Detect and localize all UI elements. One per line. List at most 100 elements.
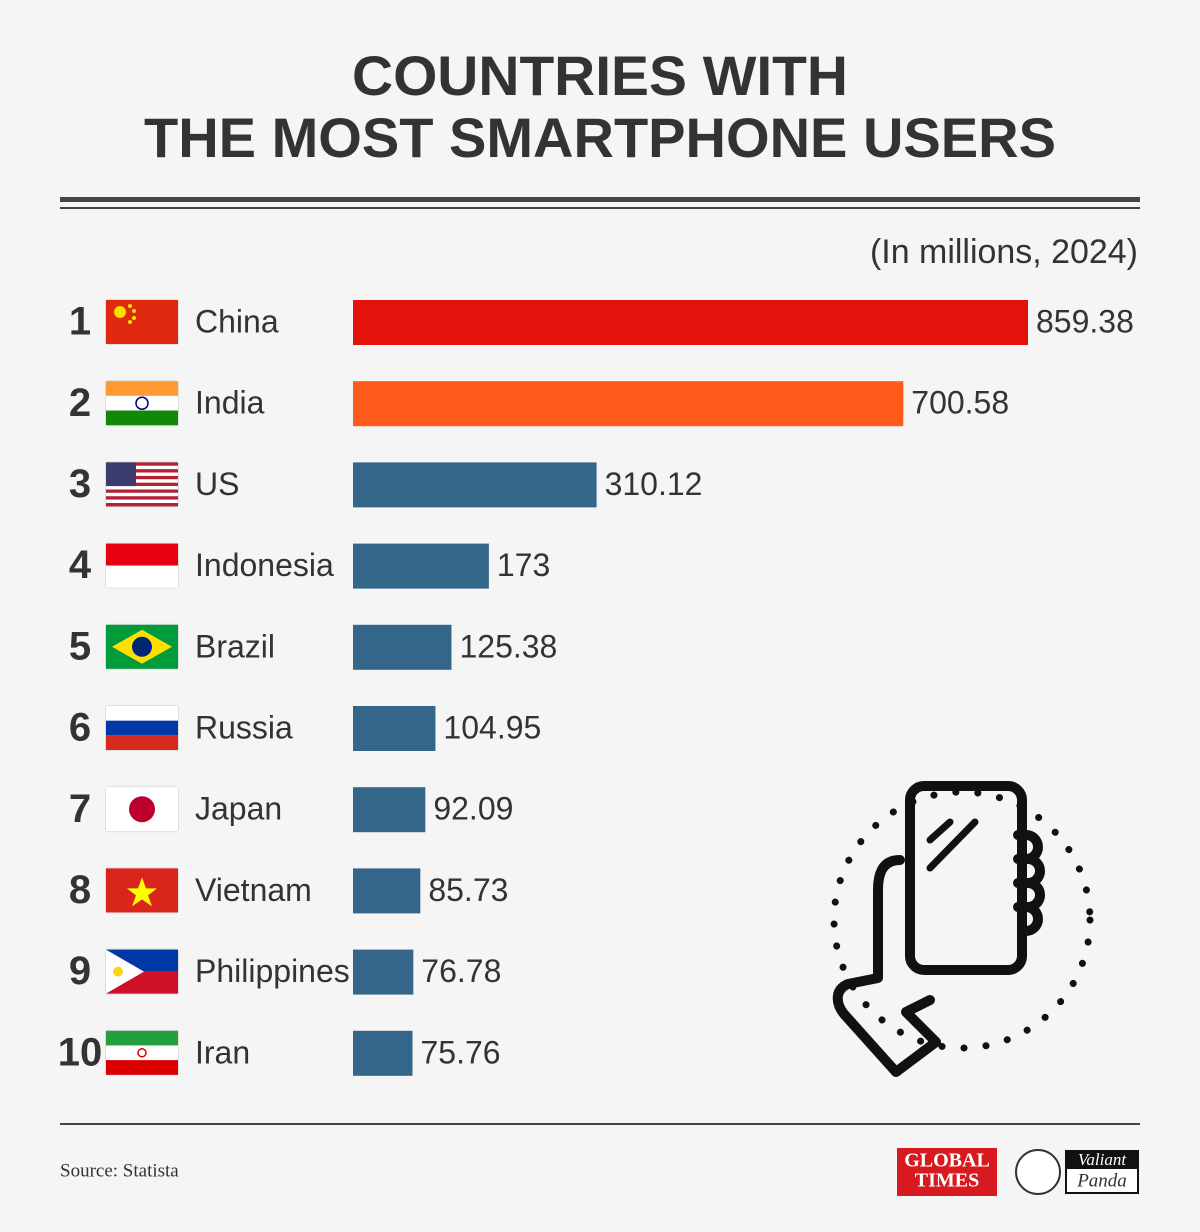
flag-part	[106, 410, 178, 426]
flag-part	[106, 469, 178, 473]
category-label: India	[195, 385, 265, 421]
flag-part	[106, 565, 178, 588]
rank: 3	[69, 462, 91, 506]
bar	[353, 543, 489, 589]
value-label: 310.12	[605, 466, 703, 502]
flag	[105, 867, 179, 914]
category-label: Brazil	[195, 628, 275, 664]
flag	[105, 1029, 179, 1076]
logo	[897, 1148, 997, 1196]
flag-part	[106, 465, 178, 470]
flag	[105, 623, 179, 670]
flag	[105, 380, 179, 427]
category-label: Japan	[195, 791, 282, 827]
flag-part	[106, 479, 178, 483]
logo-panda	[1015, 1149, 1061, 1195]
flag-part	[106, 475, 178, 480]
category-label: Philippines	[195, 953, 350, 989]
rank: 6	[69, 706, 91, 750]
flag-part	[106, 1045, 178, 1061]
category-label: Indonesia	[195, 547, 334, 583]
rank: 9	[69, 949, 91, 993]
rule	[60, 1123, 1140, 1125]
flag	[105, 786, 179, 833]
category-label: US	[195, 466, 239, 502]
value-label: 85.73	[428, 872, 508, 908]
flag-part	[132, 636, 152, 657]
rule	[60, 207, 1140, 209]
flag-part	[106, 489, 178, 493]
bar	[353, 706, 436, 751]
flag-part	[132, 316, 136, 320]
flag-part	[106, 381, 178, 396]
subtitle: (In millions, 2024)	[870, 233, 1138, 271]
rank: 2	[69, 381, 91, 425]
flag-part	[106, 735, 178, 750]
flag-part	[106, 462, 178, 466]
flag-part	[128, 320, 132, 324]
flag-part	[106, 543, 178, 566]
category-label: China	[195, 303, 279, 339]
rank: 10	[58, 1030, 103, 1074]
logo-text: GLOBAL	[904, 1150, 990, 1172]
rule	[60, 197, 1140, 202]
value-label: 92.09	[433, 791, 513, 827]
flag-part	[106, 486, 178, 490]
flag-part	[137, 1048, 147, 1058]
flag-part	[135, 396, 149, 410]
flag-part	[106, 462, 136, 487]
flag	[105, 461, 179, 508]
bar	[353, 381, 904, 427]
logo-text: Valiant	[1078, 1150, 1127, 1169]
phone-icon	[830, 781, 1094, 1077]
flag-part	[113, 966, 123, 977]
bar	[353, 949, 414, 995]
rank: 4	[69, 543, 92, 587]
flag-part	[106, 496, 178, 500]
value-label: 75.76	[421, 1034, 501, 1070]
bar	[353, 868, 421, 914]
flag-part	[106, 949, 144, 994]
flag-part	[106, 492, 178, 497]
chart-title: THE MOST SMARTPHONE USERS	[144, 106, 1056, 169]
flag-part	[132, 309, 136, 313]
flag-part	[129, 796, 155, 823]
rank: 1	[69, 300, 91, 344]
logo-text: Panda	[1076, 1170, 1127, 1191]
value-label: 859.38	[1036, 303, 1134, 339]
category-label: Iran	[195, 1034, 250, 1070]
flag-part	[106, 300, 178, 344]
flag-part	[106, 1060, 178, 1075]
logo	[1066, 1151, 1138, 1169]
flag-part	[114, 306, 126, 318]
flag-part	[106, 499, 178, 504]
category-label: Vietnam	[195, 872, 312, 908]
bar	[353, 1030, 413, 1076]
value-label: 125.38	[459, 628, 557, 664]
bar	[353, 462, 597, 508]
flag	[105, 948, 179, 995]
value-label: 700.58	[911, 385, 1009, 421]
source: Source: Statista	[60, 1160, 179, 1181]
flag-part	[106, 395, 178, 411]
bar	[353, 624, 452, 670]
flag-part	[127, 877, 157, 907]
flag-part	[106, 472, 178, 476]
rank: 5	[69, 624, 91, 668]
flag-part	[128, 304, 132, 308]
chart-title: COUNTRIES WITH	[352, 44, 848, 107]
flag	[105, 542, 179, 589]
category-label: Russia	[195, 709, 293, 745]
logo-text: TIMES	[915, 1170, 979, 1192]
flag-part	[106, 482, 178, 487]
flag-part	[106, 720, 178, 736]
rank: 7	[69, 787, 91, 831]
rank: 8	[69, 868, 91, 912]
flag	[105, 705, 179, 751]
flag-part	[106, 706, 178, 721]
value-label: 104.95	[443, 709, 541, 745]
bar	[353, 300, 1028, 345]
bar	[353, 787, 426, 833]
